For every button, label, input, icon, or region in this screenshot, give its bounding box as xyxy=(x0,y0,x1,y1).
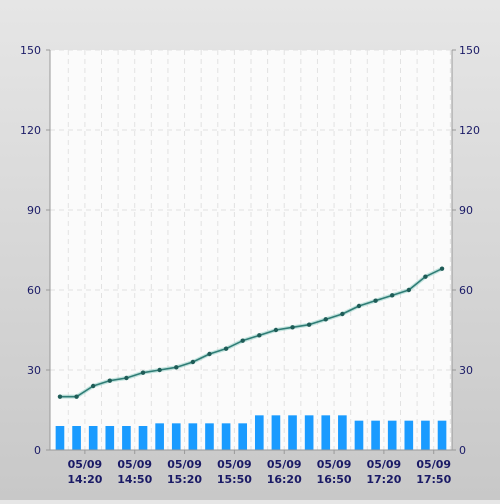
bar xyxy=(72,426,81,450)
bar xyxy=(437,420,447,450)
bar xyxy=(404,420,414,450)
bar xyxy=(304,415,314,450)
line-point xyxy=(157,367,162,373)
line-point xyxy=(406,287,412,293)
x-tick-label-date: 05/09 xyxy=(317,458,352,471)
x-tick-label-date: 05/09 xyxy=(68,458,103,471)
grid xyxy=(50,49,452,450)
bar xyxy=(371,420,380,450)
y-tick-label-right: 60 xyxy=(459,284,473,297)
x-tick-label-time: 15:50 xyxy=(217,473,252,486)
y-tick-label-left: 150 xyxy=(20,44,41,57)
y-tick-label-left: 0 xyxy=(34,444,41,457)
bar xyxy=(171,423,181,450)
line-point xyxy=(74,394,79,399)
bar xyxy=(88,426,98,450)
axes: 0 0 30 30 60 60 90 90 120 120 150 150 05/09 14:20 05/0… xyxy=(20,44,480,486)
bar xyxy=(387,420,397,450)
bar xyxy=(254,415,264,450)
line-point xyxy=(190,359,196,365)
x-tick-label-time: 15:20 xyxy=(167,473,202,486)
line-point xyxy=(389,293,395,298)
x-tick-label-date: 05/09 xyxy=(167,458,202,471)
line-point xyxy=(223,346,229,351)
line-point xyxy=(174,365,179,370)
x-tick-label-time: 17:50 xyxy=(416,473,451,486)
y-tick-label-left: 30 xyxy=(27,364,41,377)
bar xyxy=(288,415,297,450)
line-point xyxy=(340,311,345,317)
x-tick-label-time: 14:20 xyxy=(67,473,102,486)
x-tick-label-time: 14:50 xyxy=(117,473,152,486)
bar xyxy=(354,420,364,450)
x-tick-label-date: 05/09 xyxy=(217,458,252,471)
bar xyxy=(55,426,65,450)
x-tick-label-time: 16:50 xyxy=(317,473,352,486)
y-tick-label-right: 150 xyxy=(459,44,480,57)
line-point xyxy=(57,394,63,399)
line-point xyxy=(290,325,295,330)
x-tick-label-time: 16:20 xyxy=(267,473,302,486)
y-tick-label-left: 60 xyxy=(27,284,41,297)
x-tick-label-date: 05/09 xyxy=(267,458,302,471)
bar xyxy=(238,423,248,450)
x-tick-label-time: 17:20 xyxy=(366,473,401,486)
y-tick-label-right: 30 xyxy=(459,364,473,377)
line-point xyxy=(423,274,428,279)
x-tick-label-date: 05/09 xyxy=(416,458,451,471)
line-point xyxy=(323,317,328,322)
line-point xyxy=(373,298,378,303)
line-point xyxy=(356,303,362,309)
y-tick-label-left: 90 xyxy=(27,204,41,217)
line-point xyxy=(240,338,245,343)
bar xyxy=(105,426,115,450)
bar xyxy=(321,415,331,450)
line-point xyxy=(257,333,262,338)
bar xyxy=(122,426,131,450)
line-point xyxy=(140,370,146,375)
bar xyxy=(138,426,148,450)
y-tick-label-left: 120 xyxy=(20,124,41,137)
line-point xyxy=(90,383,96,389)
bar xyxy=(221,423,231,450)
line-point xyxy=(124,375,129,381)
bar-series xyxy=(55,415,447,450)
bar xyxy=(155,423,164,450)
line-series xyxy=(57,266,445,399)
y-tick-label-right: 120 xyxy=(459,124,480,137)
bar xyxy=(421,420,430,450)
bar xyxy=(188,423,198,450)
bar xyxy=(271,415,281,450)
line-point xyxy=(273,327,279,333)
line-point xyxy=(107,378,113,383)
line-path xyxy=(59,267,443,398)
x-tick-label-date: 05/09 xyxy=(117,458,152,471)
x-tick-label-date: 05/09 xyxy=(367,458,402,471)
bar xyxy=(338,415,347,450)
line-point xyxy=(439,266,445,271)
y-tick-label-right: 0 xyxy=(459,444,466,457)
line-point xyxy=(207,351,212,357)
line-point xyxy=(306,322,312,327)
bar xyxy=(205,423,214,450)
y-tick-label-right: 90 xyxy=(459,204,473,217)
